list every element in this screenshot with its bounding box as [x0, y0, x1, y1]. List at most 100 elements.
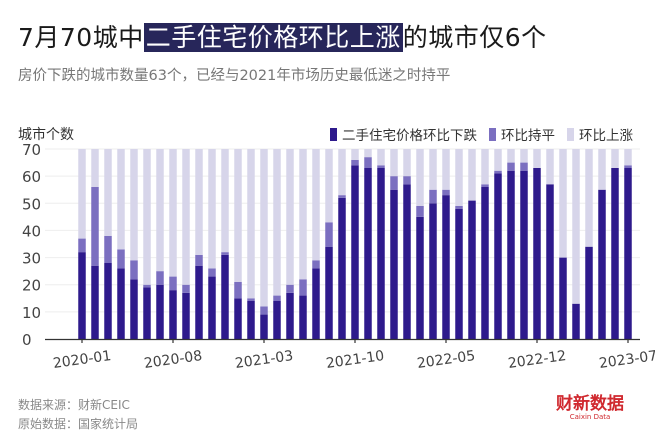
bar-segment-flat: [390, 176, 398, 190]
bar-segment-fall: [104, 263, 112, 339]
bar-segment-fall: [351, 165, 359, 339]
bar-segment-rise: [91, 149, 99, 187]
bar-segment-rise: [351, 149, 359, 160]
bar-segment-rise: [390, 149, 398, 177]
bar-segment-rise: [598, 149, 606, 190]
bar-segment-flat: [507, 162, 515, 171]
bar-segment-fall: [611, 168, 619, 339]
y-axis-label: 城市个数: [18, 127, 74, 143]
x-tick-label: 2022-12: [507, 348, 567, 372]
bar-segment-flat: [455, 206, 463, 209]
bar-segment-fall: [273, 301, 281, 339]
bar-segment-flat: [351, 159, 359, 166]
legend-item-fall: 二手住宅价格环比下跌: [330, 124, 477, 144]
bar-segment-fall: [624, 168, 632, 339]
y-tick-label: 20: [22, 277, 41, 295]
bar-segment-rise: [442, 149, 450, 190]
bar-segment-fall: [559, 257, 567, 339]
legend-label: 环比上涨: [579, 128, 633, 144]
legend-label: 二手住宅价格环比下跌: [342, 128, 477, 144]
bar-segment-rise: [299, 149, 307, 280]
bar-segment-rise: [507, 149, 515, 163]
bar-segment-flat: [286, 284, 294, 293]
bar-segment-fall: [520, 170, 528, 339]
bar-segment-fall: [494, 173, 502, 339]
bar-segment-rise: [78, 149, 86, 239]
bar-segment-fall: [442, 195, 450, 339]
bar-segment-flat: [195, 254, 203, 266]
bar-segment-flat: [156, 271, 164, 285]
bar-segment-rise: [364, 149, 372, 158]
bar-segment-rise: [585, 149, 593, 247]
bar-segment-fall: [260, 314, 268, 339]
legend-swatch: [567, 127, 574, 141]
bar-segment-rise: [117, 149, 125, 250]
bar-segment-rise: [520, 149, 528, 163]
x-tick-label: 2023-07: [598, 348, 655, 372]
bar-segment-rise: [325, 149, 333, 223]
bar-segment-flat: [273, 295, 281, 301]
bar-segment-fall: [455, 208, 463, 339]
bar-segment-fall: [221, 254, 229, 339]
x-tick-label: 2020-01: [52, 348, 112, 372]
bar-segment-rise: [195, 149, 203, 255]
bar-segment-fall: [338, 197, 346, 339]
bar-segment-flat: [169, 276, 177, 291]
y-tick-label: 10: [22, 304, 41, 322]
bar-segment-fall: [78, 252, 86, 339]
bar-segment-fall: [299, 295, 307, 339]
title-suffix: 的城市仅6个: [402, 23, 547, 52]
bar-segment-rise: [234, 149, 242, 282]
bar-segment-rise: [494, 149, 502, 171]
bar-segment-fall: [156, 284, 164, 339]
bar-segment-rise: [624, 149, 632, 166]
bar-segment-flat: [91, 187, 99, 266]
bar-segment-rise: [273, 149, 281, 296]
bar-segment-rise: [169, 149, 177, 277]
source-note: 数据来源：财新CEIC: [18, 398, 130, 412]
bar-segment-flat: [442, 189, 450, 196]
bar-segment-rise: [468, 149, 476, 201]
legend-label: 环比持平: [501, 128, 555, 144]
bar-segment-fall: [403, 184, 411, 339]
y-tick-label: 30: [22, 250, 41, 268]
bar-segment-fall: [312, 268, 320, 339]
bar-segment-rise: [312, 149, 320, 261]
bar-segment-rise: [429, 149, 437, 190]
bar-segment-flat: [208, 268, 216, 277]
bar-segment-flat: [260, 306, 268, 315]
bar-segment-flat: [221, 252, 229, 255]
bar-segment-fall: [195, 265, 203, 339]
bar-segment-fall: [429, 203, 437, 339]
legend: 二手住宅价格环比下跌 环比持平 环比上涨: [330, 124, 633, 144]
bar-segment-flat: [117, 249, 125, 269]
bar-segment-fall: [364, 168, 372, 339]
bar-segment-rise: [247, 149, 255, 299]
bar-segment-rise: [559, 149, 567, 258]
bar-segment-fall: [117, 268, 125, 339]
bar-segment-rise: [533, 149, 541, 168]
bar-segment-rise: [130, 149, 138, 261]
bar-segment-flat: [624, 165, 632, 168]
bar-segment-rise: [221, 149, 229, 253]
bar-segment-rise: [403, 149, 411, 177]
y-tick-label: 40: [22, 222, 41, 240]
bar-segment-fall: [507, 170, 515, 339]
bar-segment-fall: [533, 168, 541, 339]
legend-swatch: [330, 127, 337, 141]
legend-item-flat: 环比持平: [489, 124, 555, 144]
bar-segment-fall: [572, 303, 580, 339]
bar-segment-flat: [234, 282, 242, 299]
chart-title: 7月70城中二手住宅价格环比上涨的城市仅6个: [18, 18, 547, 54]
bar-segment-fall: [416, 216, 424, 339]
y-tick-label: 60: [22, 168, 41, 186]
bar-segment-fall: [286, 292, 294, 339]
bar-segment-rise: [481, 149, 489, 185]
bar-segment-flat: [364, 157, 372, 168]
bar-segment-rise: [572, 149, 580, 304]
chart-subtitle: 房价下跌的城市数量63个，已经与2021年市场历史最低迷之时持平: [18, 68, 451, 84]
bar-segment-fall: [377, 168, 385, 339]
bar-segment-flat: [182, 284, 190, 293]
bar-segment-flat: [429, 189, 437, 204]
